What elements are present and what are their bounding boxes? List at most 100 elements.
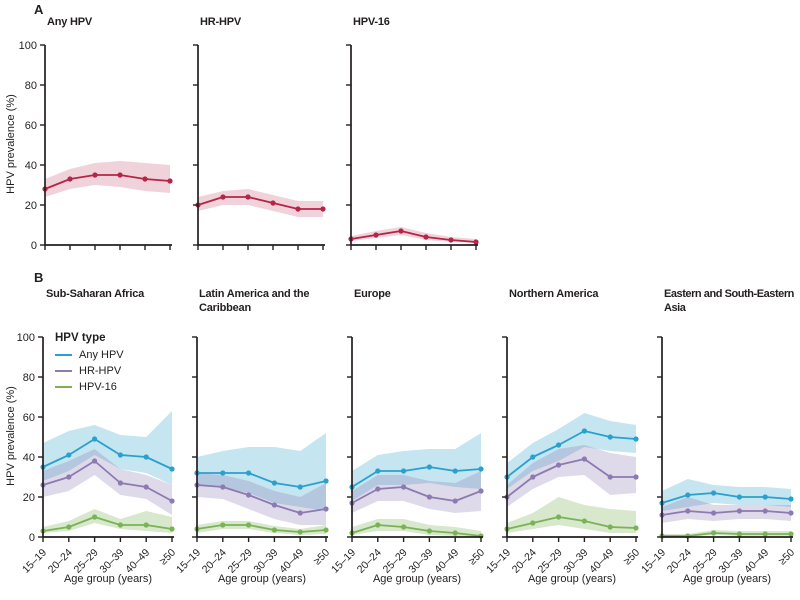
data-point-hpv-16	[246, 522, 252, 528]
data-point-hpv-16	[762, 531, 768, 537]
panel-b-label: B	[34, 270, 44, 285]
x-tick-label: 20–24	[200, 547, 229, 576]
subplot-title-any-hpv: Any HPV	[47, 16, 93, 28]
ci-band-hr-hpv	[198, 189, 323, 217]
data-point-hr-hpv	[323, 506, 329, 512]
data-point-any-hpv	[117, 172, 123, 178]
data-point-hr-hpv	[607, 474, 613, 480]
data-point-any-hpv	[92, 172, 98, 178]
panel-a-label: A	[34, 2, 44, 17]
x-tick-label: 15–19	[639, 547, 668, 576]
x-tick-label: 30–39	[97, 547, 126, 576]
data-point-hpv-16	[92, 514, 98, 520]
x-tick-label: 15–19	[329, 547, 358, 576]
data-point-hr-hpv	[117, 480, 123, 486]
subplot-title-eastern-south-eastern-asia: Eastern and South-Eastern Asia	[664, 288, 794, 315]
data-point-hpv-16	[633, 525, 639, 531]
subplot-title-hpv-16: HPV-16	[353, 16, 390, 28]
x-tick-label: 30–39	[716, 547, 745, 576]
ci-band-hr-hpv	[197, 473, 326, 525]
data-point-any-hpv	[271, 480, 277, 486]
ci-band-any-hpv	[45, 161, 170, 197]
data-point-hpv-16	[297, 529, 303, 535]
ci-band-any-hpv	[197, 433, 326, 511]
x-tick-label: 40–49	[432, 547, 461, 576]
data-point-any-hpv	[67, 176, 73, 182]
data-point-any-hpv	[323, 478, 329, 484]
data-point-hr-hpv	[685, 508, 691, 514]
data-point-any-hpv	[66, 452, 72, 458]
legend-item-hpv-16: HPV-16	[55, 381, 124, 393]
data-point-any-hpv	[92, 436, 98, 442]
data-point-any-hpv	[581, 428, 587, 434]
data-point-hr-hpv	[297, 510, 303, 516]
data-point-hpv-16	[373, 232, 379, 238]
data-point-hpv-16	[736, 531, 742, 537]
x-axis-title: Age group (years)	[217, 573, 307, 585]
data-point-any-hpv	[607, 434, 613, 440]
y-tick-label: 100	[19, 40, 37, 52]
legend-item-label: Any HPV	[79, 349, 124, 361]
x-tick-label: 30–39	[561, 547, 590, 576]
data-point-hpv-16	[788, 531, 794, 537]
data-point-hr-hpv	[375, 486, 381, 492]
data-point-hr-hpv	[736, 508, 742, 514]
data-point-hr-hpv	[788, 510, 794, 516]
y-tick-label: 0	[29, 532, 35, 544]
data-point-hpv-16	[398, 228, 404, 234]
data-point-any-hpv	[169, 466, 175, 472]
data-point-any-hpv	[401, 468, 407, 474]
data-point-hr-hpv	[143, 484, 149, 490]
series-line-any-hpv	[506, 430, 637, 478]
any-hpv-line-swatch-icon	[55, 353, 72, 357]
x-axis-title: Age group (years)	[682, 573, 772, 585]
data-point-hr-hpv	[92, 458, 98, 464]
data-point-hpv-16	[473, 239, 479, 245]
x-tick-label: 30–39	[406, 547, 435, 576]
subplot-any-hpv: 0 20 40 60 80 100	[19, 40, 173, 252]
y-tick-label: 40	[23, 452, 35, 464]
legend: HPV type Any HPV HR-HPV HPV-16	[55, 332, 124, 397]
series-line-hpv-16	[351, 524, 482, 537]
data-point-any-hpv	[452, 468, 458, 474]
data-point-any-hpv	[685, 492, 691, 498]
data-point-any-hpv	[478, 466, 484, 472]
data-point-hpv-16	[220, 522, 226, 528]
data-point-hpv-16	[401, 524, 407, 530]
data-point-any-hpv	[117, 452, 123, 458]
hpv-16-line-swatch-icon	[55, 385, 72, 389]
series-line-hpv-16	[350, 230, 477, 243]
data-point-hpv-16	[452, 530, 458, 536]
series-line-any-hpv	[42, 438, 173, 470]
data-point-any-hpv	[633, 436, 639, 442]
legend-title: HPV type	[55, 332, 106, 344]
ci-band-hr-hpv	[662, 497, 791, 523]
data-point-hr-hpv	[169, 498, 175, 504]
y-tick-label: 60	[23, 412, 35, 424]
legend-item-label: HR-HPV	[79, 365, 122, 377]
series-line-hr-hpv	[506, 458, 636, 498]
series-line-hr-hpv	[196, 484, 327, 514]
subplot-title-northern-america: Northern America	[509, 288, 599, 300]
y-tick-label: 60	[25, 120, 37, 132]
subplot-title-hr-hpv: HR-HPV	[200, 16, 241, 28]
data-point-hpv-16	[448, 237, 454, 243]
data-point-hpv-16	[117, 522, 123, 528]
data-point-any-hpv	[762, 494, 768, 500]
data-point-hr-hpv	[711, 510, 717, 516]
subplot-title-europe: Europe	[354, 288, 391, 300]
data-point-hpv-16	[375, 522, 381, 528]
data-point-any-hpv	[167, 178, 173, 184]
x-axis-title: Age group (years)	[372, 573, 462, 585]
data-point-any-hpv	[143, 454, 149, 460]
data-point-any-hpv	[711, 490, 717, 496]
subplot-title-sub-saharan-africa: Sub-Saharan Africa	[46, 288, 145, 300]
x-tick-label: 30–39	[251, 547, 280, 576]
series-line-hr-hpv	[42, 460, 173, 502]
data-point-hr-hpv	[320, 206, 326, 212]
x-tick-label: 20–24	[665, 547, 694, 576]
